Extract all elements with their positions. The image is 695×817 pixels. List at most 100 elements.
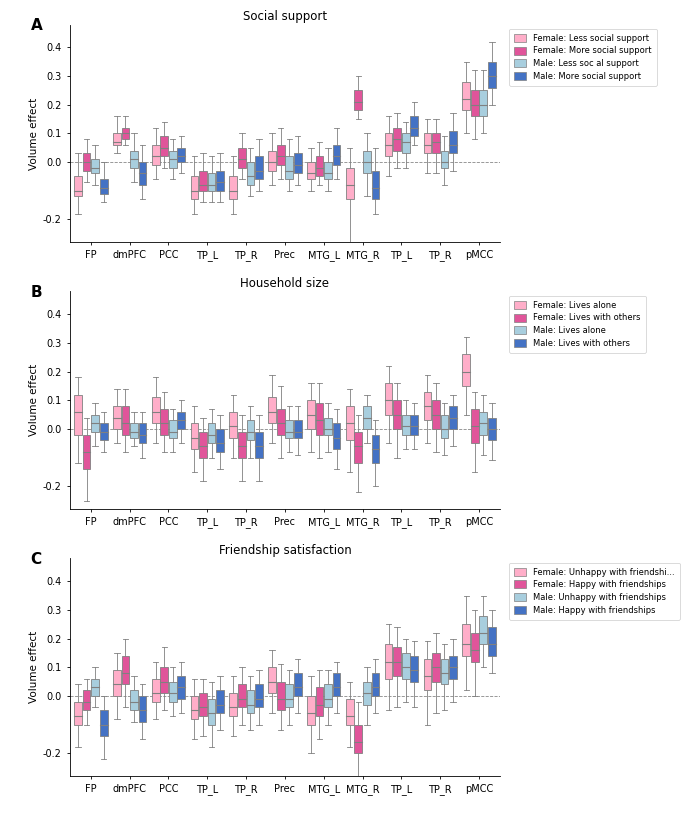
- Bar: [100, 710, 108, 736]
- Legend: Female: Unhappy with friendshi..., Female: Happy with friendships, Male: Unhappy: Female: Unhappy with friendshi..., Femal…: [509, 563, 680, 620]
- Bar: [74, 702, 82, 725]
- Bar: [177, 148, 185, 162]
- Bar: [229, 693, 237, 716]
- Bar: [423, 391, 432, 421]
- Bar: [286, 685, 293, 708]
- Bar: [333, 423, 341, 449]
- Bar: [441, 659, 448, 685]
- Bar: [122, 656, 129, 685]
- Bar: [91, 159, 99, 173]
- Bar: [423, 659, 432, 690]
- Bar: [113, 133, 121, 145]
- Bar: [385, 645, 393, 679]
- Bar: [449, 656, 457, 679]
- Bar: [169, 681, 177, 702]
- Bar: [432, 133, 440, 154]
- Bar: [138, 162, 147, 185]
- Y-axis label: Volume effect: Volume effect: [28, 97, 39, 169]
- Bar: [122, 127, 129, 139]
- Bar: [294, 673, 302, 696]
- Bar: [255, 156, 263, 179]
- Bar: [441, 150, 448, 167]
- Legend: Female: Lives alone, Female: Lives with others, Male: Lives alone, Male: Lives w: Female: Lives alone, Female: Lives with …: [509, 296, 646, 353]
- Bar: [238, 685, 246, 708]
- Bar: [385, 133, 393, 156]
- Bar: [152, 679, 160, 702]
- Bar: [199, 432, 207, 458]
- Bar: [346, 167, 354, 199]
- Bar: [333, 145, 341, 165]
- Bar: [229, 176, 237, 199]
- Bar: [372, 435, 379, 463]
- Bar: [113, 670, 121, 696]
- Bar: [402, 133, 409, 154]
- Bar: [363, 406, 370, 429]
- Bar: [324, 685, 332, 708]
- Bar: [488, 417, 496, 440]
- Bar: [393, 400, 401, 429]
- Bar: [122, 406, 129, 435]
- Legend: Female: Less social support, Female: More social support, Male: Less soc al supp: Female: Less social support, Female: Mor…: [509, 29, 657, 86]
- Bar: [307, 400, 315, 429]
- Bar: [471, 633, 479, 662]
- Bar: [216, 429, 224, 452]
- Bar: [208, 173, 215, 190]
- Bar: [471, 409, 479, 444]
- Bar: [316, 404, 323, 435]
- Bar: [238, 148, 246, 167]
- Bar: [238, 432, 246, 458]
- Bar: [161, 667, 168, 693]
- Bar: [441, 415, 448, 438]
- Bar: [169, 150, 177, 167]
- Bar: [372, 171, 379, 199]
- Bar: [130, 423, 138, 438]
- Title: Friendship satisfaction: Friendship satisfaction: [218, 544, 352, 557]
- Bar: [74, 176, 82, 196]
- Bar: [410, 116, 418, 136]
- Bar: [410, 656, 418, 681]
- Bar: [363, 681, 370, 704]
- Bar: [268, 150, 276, 171]
- Bar: [152, 397, 160, 423]
- Bar: [402, 653, 409, 679]
- Bar: [294, 421, 302, 438]
- Bar: [363, 150, 370, 173]
- Bar: [480, 412, 487, 435]
- Bar: [480, 616, 487, 645]
- Bar: [449, 131, 457, 154]
- Bar: [208, 423, 215, 444]
- Bar: [480, 91, 487, 116]
- Bar: [307, 696, 315, 725]
- Bar: [138, 696, 147, 721]
- Bar: [199, 693, 207, 716]
- Text: B: B: [31, 285, 42, 300]
- Bar: [216, 690, 224, 713]
- Bar: [346, 699, 354, 725]
- Bar: [372, 673, 379, 696]
- Bar: [316, 687, 323, 716]
- Bar: [100, 423, 108, 440]
- Bar: [316, 156, 323, 176]
- Bar: [113, 406, 121, 429]
- Bar: [130, 690, 138, 710]
- Bar: [208, 699, 215, 725]
- Bar: [83, 435, 90, 469]
- Bar: [393, 127, 401, 150]
- Bar: [91, 415, 99, 432]
- Bar: [449, 406, 457, 429]
- Bar: [277, 681, 284, 710]
- Bar: [462, 624, 470, 656]
- Bar: [307, 162, 315, 179]
- Bar: [432, 653, 440, 681]
- Bar: [229, 412, 237, 438]
- Y-axis label: Volume effect: Volume effect: [28, 632, 39, 703]
- Bar: [247, 162, 254, 185]
- Bar: [83, 690, 90, 710]
- Bar: [333, 673, 341, 696]
- Bar: [385, 383, 393, 415]
- Bar: [286, 421, 293, 438]
- Bar: [354, 432, 362, 463]
- Bar: [100, 179, 108, 194]
- Bar: [199, 171, 207, 190]
- Bar: [255, 685, 263, 708]
